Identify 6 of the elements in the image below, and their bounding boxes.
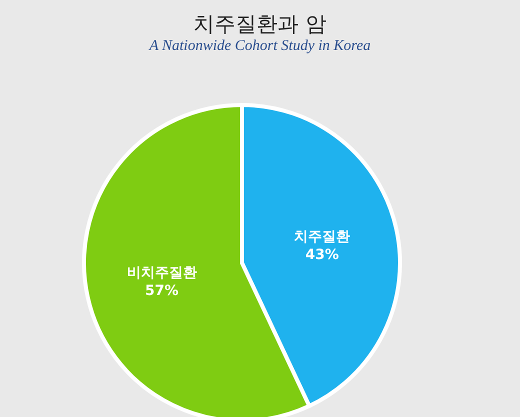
slice-label: 비치주질환 [126, 264, 197, 281]
chart-title: 치주질환과 암 [192, 11, 328, 38]
slice-label: 치주질환 [294, 229, 350, 246]
data-label: 43% [305, 247, 339, 264]
chart-subtitle: A Nationwide Cohort Study in Korea [148, 38, 372, 55]
data-label: 57% [145, 282, 179, 299]
